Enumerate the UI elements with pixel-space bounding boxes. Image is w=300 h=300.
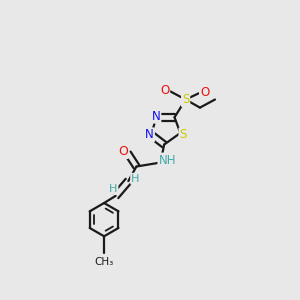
Text: S: S [182, 93, 189, 106]
Text: CH₃: CH₃ [94, 257, 114, 267]
Text: N: N [152, 110, 161, 123]
Text: NH: NH [158, 154, 176, 166]
Text: N: N [145, 128, 154, 141]
Text: S: S [179, 128, 187, 141]
Text: H: H [109, 184, 118, 194]
Text: O: O [160, 84, 169, 97]
Text: H: H [131, 174, 140, 184]
Text: O: O [118, 145, 128, 158]
Text: O: O [200, 85, 209, 99]
